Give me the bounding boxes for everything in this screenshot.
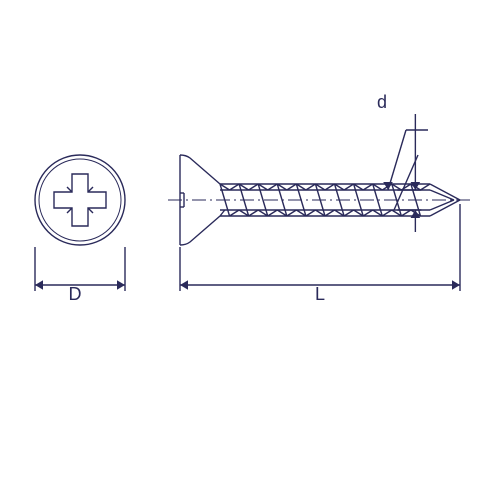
screw-diagram: D L d — [0, 0, 500, 500]
dimension-d-label: d — [377, 92, 387, 112]
dimension-L-label: L — [315, 284, 325, 304]
dimension-D-label: D — [69, 284, 82, 304]
